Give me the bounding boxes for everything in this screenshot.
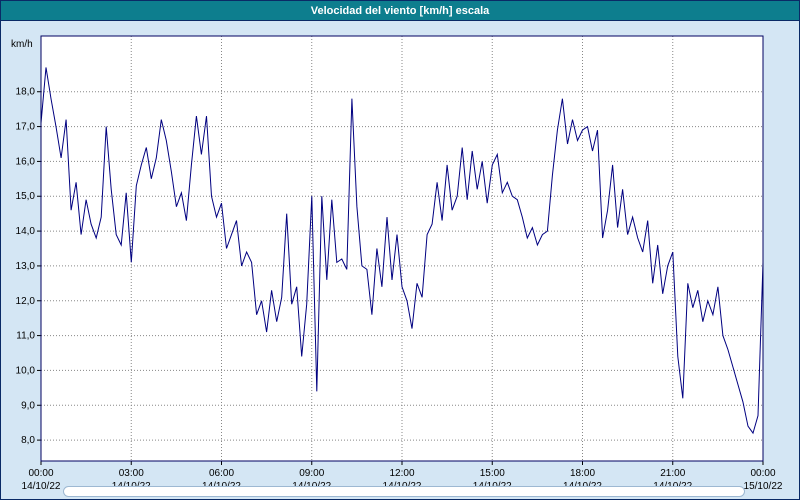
chart-title: Velocidad del viento [km/h] escala (310, 5, 490, 17)
y-tick-label: 11,0 (16, 331, 35, 342)
wind-speed-line (40, 67, 764, 435)
y-tick-label: 15,0 (16, 191, 36, 202)
x-tick-time-label: 06:00 (209, 468, 234, 479)
x-tick-time-label: 03:00 (119, 468, 144, 479)
y-tick-label: 13,0 (16, 261, 36, 272)
x-tick-time-label: 21:00 (660, 468, 685, 479)
x-tick-time-label: 09:00 (299, 468, 324, 479)
x-tick-time-label: 00:00 (28, 468, 53, 479)
x-tick-date-label: 15/10/22 (744, 481, 783, 492)
y-tick-label: 17,0 (16, 122, 36, 133)
x-tick-time-label: 00:00 (750, 468, 775, 479)
horizontal-scrollbar[interactable] (63, 486, 745, 497)
y-tick-label: 14,0 (16, 226, 36, 237)
y-tick-label: 10,0 (16, 365, 36, 376)
y-tick-label: 12,0 (16, 296, 36, 307)
wind-speed-chart: 8,0 9,0 10,0 11,0 12,0 13,0 14,0 15,0 16,0 17,0 18… (11, 35, 783, 492)
x-tick-time-label: 18:00 (570, 468, 595, 479)
x-tick-date-label: 14/10/22 (22, 481, 61, 492)
y-tick-label: 8,0 (21, 435, 35, 446)
title-bar: Velocidad del viento [km/h] escala (1, 1, 799, 21)
x-tick-time-label: 12:00 (389, 468, 414, 479)
y-tick-label: 16,0 (16, 156, 36, 167)
y-unit-label: km/h (11, 39, 33, 50)
x-tick-time-label: 15:00 (480, 468, 505, 479)
plot-border (40, 35, 764, 462)
y-tick-label: 9,0 (21, 400, 35, 411)
gridlines (37, 36, 764, 465)
y-tick-label: 18,0 (16, 87, 36, 98)
